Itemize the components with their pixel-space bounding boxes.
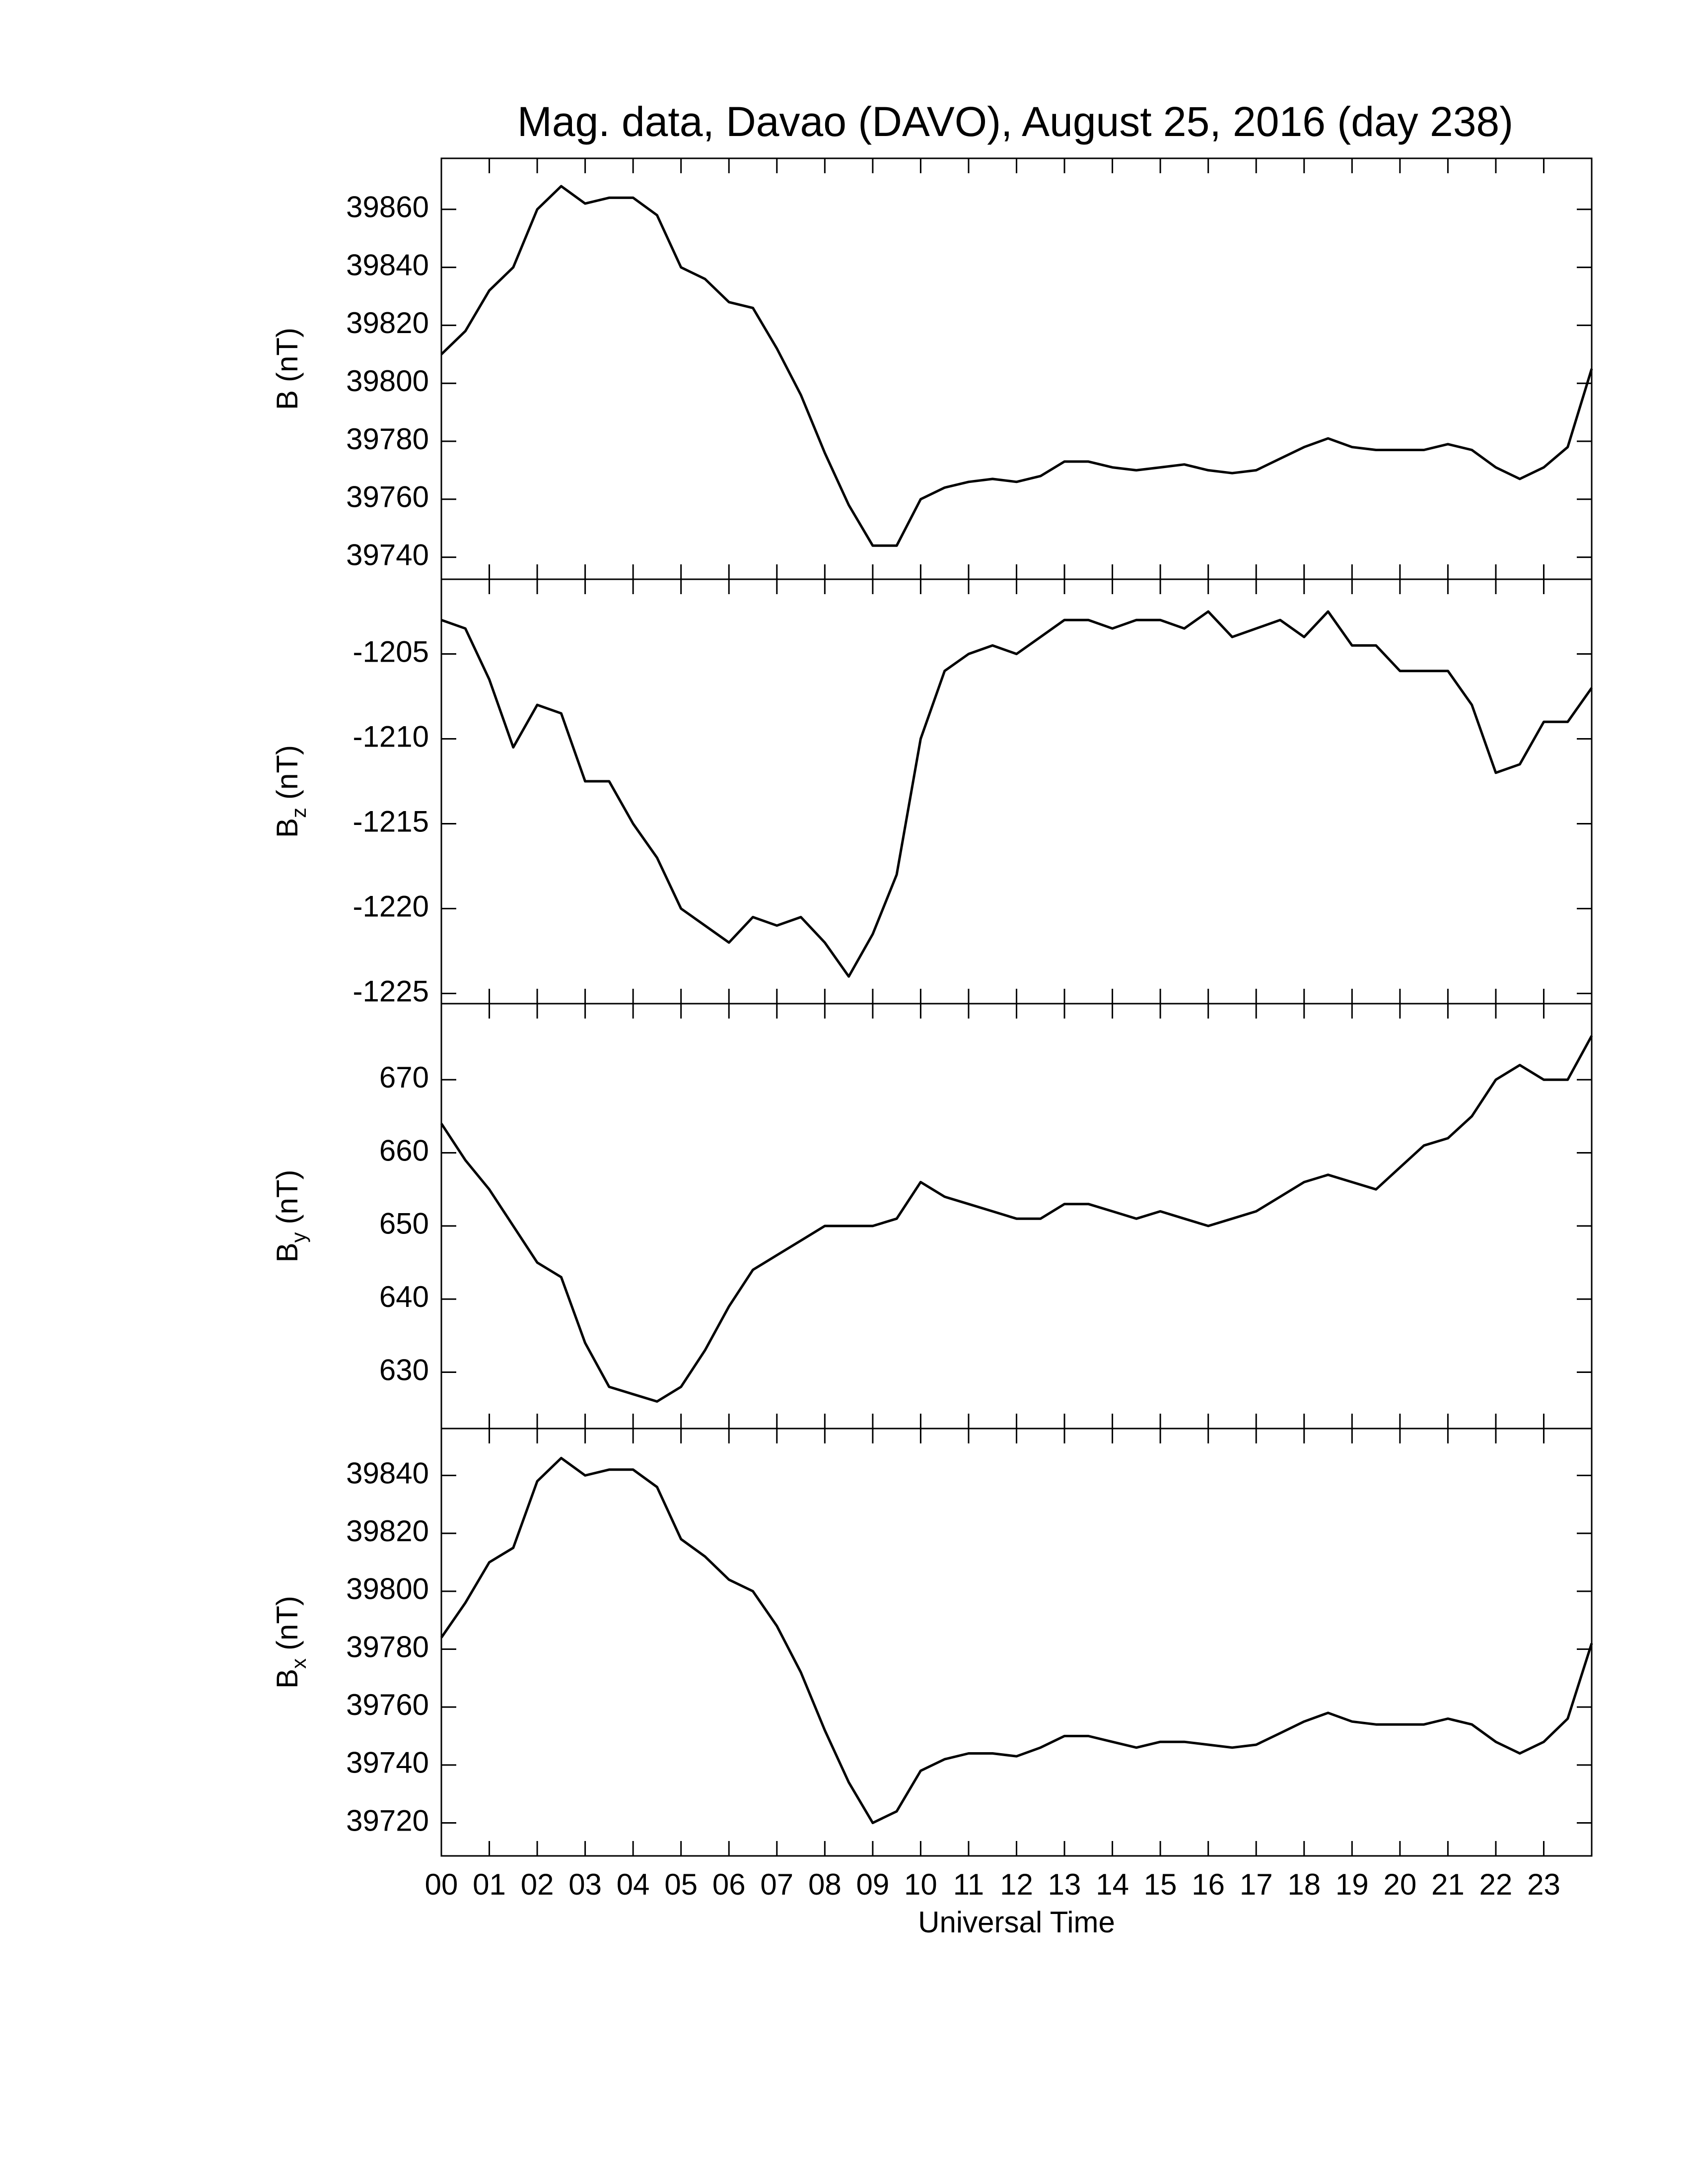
y-label-symbol: B — [271, 390, 304, 410]
y-tick-label: 39820 — [346, 306, 429, 340]
y-label-symbol: B — [271, 1669, 304, 1689]
y-tick-label: 39860 — [346, 191, 429, 224]
x-tick-label: 06 — [712, 1868, 746, 1901]
y-tick-label: 630 — [379, 1353, 429, 1386]
y-axis-label: Bz (nT) — [271, 745, 310, 838]
y-axis-label: B (nT) — [271, 328, 304, 410]
y-label-unit: (nT) — [271, 328, 304, 382]
x-tick-label: 04 — [617, 1868, 650, 1901]
y-tick-label: -1205 — [353, 635, 429, 668]
x-tick-label: 23 — [1527, 1868, 1560, 1901]
y-label-unit: (nT) — [271, 1169, 304, 1224]
y-tick-label: 39740 — [346, 538, 429, 571]
x-axis-label: Universal Time — [918, 1906, 1115, 1939]
x-tick-label: 01 — [473, 1868, 506, 1901]
x-tick-label: 20 — [1383, 1868, 1416, 1901]
y-tick-label: 39740 — [346, 1746, 429, 1779]
y-label-unit: (nT) — [271, 1596, 304, 1650]
y-tick-label: 39720 — [346, 1804, 429, 1837]
data-line — [440, 1457, 1593, 1824]
y-label-subscript: x — [287, 1658, 310, 1669]
y-tick-label: 670 — [379, 1061, 429, 1094]
y-label-symbol: B — [271, 818, 304, 838]
data-line — [440, 1035, 1593, 1403]
x-tick-label: 02 — [521, 1868, 554, 1901]
y-label-symbol: B — [271, 1242, 304, 1262]
x-tick-label: 05 — [664, 1868, 698, 1901]
y-tick-label: 660 — [379, 1134, 429, 1167]
x-tick-label: 12 — [1000, 1868, 1033, 1901]
x-tick-label: 15 — [1144, 1868, 1177, 1901]
y-tick-label: 39780 — [346, 1630, 429, 1663]
x-tick-label: 11 — [953, 1868, 984, 1901]
y-tick-label: 39840 — [346, 1456, 429, 1490]
x-tick-label: 13 — [1048, 1868, 1081, 1901]
x-tick-label: 17 — [1240, 1868, 1273, 1901]
data-line — [441, 610, 1593, 978]
y-tick-label: -1220 — [353, 889, 429, 923]
x-tick-label: 00 — [425, 1868, 458, 1901]
x-tick-label: 10 — [904, 1868, 937, 1901]
y-label-subscript: z — [287, 808, 310, 818]
y-tick-label: 39800 — [346, 1572, 429, 1606]
chart-title: Mag. data, Davao (DAVO), August 25, 2016… — [517, 98, 1513, 145]
y-axis-label: By (nT) — [271, 1169, 310, 1262]
y-axis-label: Bx (nT) — [271, 1596, 310, 1689]
x-tick-label: 08 — [808, 1868, 842, 1901]
y-tick-label: 640 — [379, 1280, 429, 1313]
y-tick-label: 39820 — [346, 1514, 429, 1548]
x-tick-label: 09 — [856, 1868, 890, 1901]
y-tick-label: 39760 — [346, 1688, 429, 1721]
x-tick-label: 22 — [1479, 1868, 1513, 1901]
y-tick-label: -1210 — [353, 720, 429, 753]
y-tick-label: 39840 — [346, 248, 429, 281]
y-label-unit: (nT) — [271, 745, 304, 800]
x-tick-label: 16 — [1192, 1868, 1225, 1901]
y-tick-label: 39800 — [346, 364, 429, 398]
y-tick-label: 39760 — [346, 480, 429, 514]
y-tick-label: 39780 — [346, 422, 429, 456]
y-tick-label: 650 — [379, 1207, 429, 1240]
x-tick-label: 03 — [568, 1868, 602, 1901]
x-tick-label: 19 — [1336, 1868, 1369, 1901]
y-tick-label: -1215 — [353, 805, 429, 838]
x-tick-label: 07 — [760, 1868, 793, 1901]
x-tick-label: 21 — [1431, 1868, 1465, 1901]
data-line — [440, 185, 1593, 547]
y-tick-label: -1225 — [353, 974, 429, 1008]
x-tick-label: 14 — [1096, 1868, 1129, 1901]
x-tick-label: 18 — [1287, 1868, 1321, 1901]
y-label-subscript: y — [287, 1232, 310, 1242]
